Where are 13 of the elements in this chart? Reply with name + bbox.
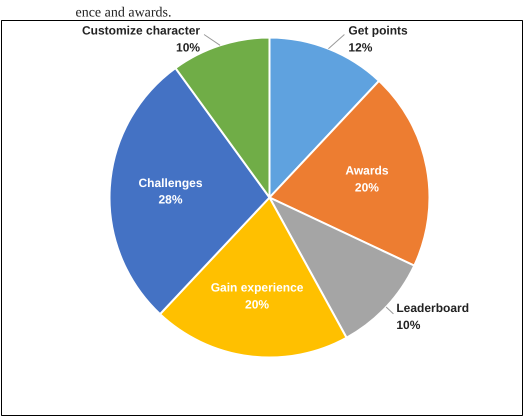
- data-label: 12%: [348, 40, 373, 54]
- slice-label: Customize character: [82, 24, 200, 38]
- slice-label: Gain experience: [210, 280, 304, 295]
- data-label: 20%: [354, 180, 380, 194]
- data-label: 10%: [396, 318, 421, 332]
- slice-label: Leaderboard: [396, 301, 470, 316]
- slice-label: Awards: [345, 164, 389, 178]
- data-label: 20%: [245, 297, 270, 312]
- text: ence and awards.: [76, 6, 172, 20]
- slice-label: Challenges: [138, 176, 203, 190]
- data-label: 28%: [158, 192, 183, 207]
- data-label: 10%: [176, 40, 200, 54]
- slice-label: Get points: [348, 24, 408, 38]
